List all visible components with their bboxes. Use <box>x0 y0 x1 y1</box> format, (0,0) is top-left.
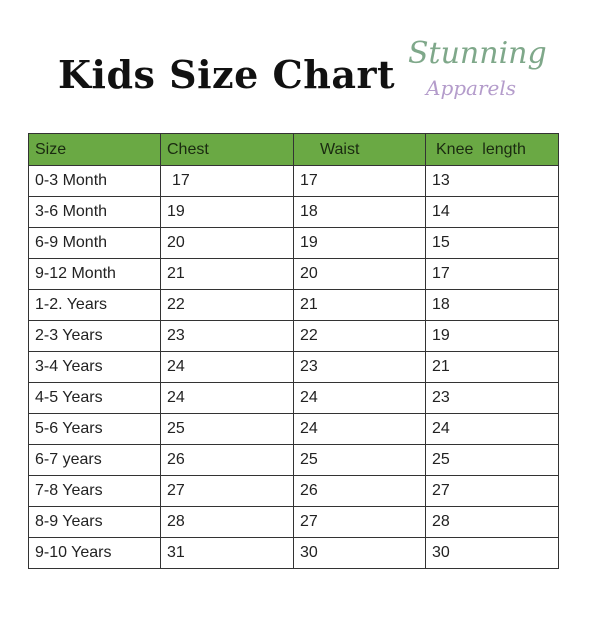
cell-chest: 19 <box>160 196 294 228</box>
table-header-row: Size Chest Waist Knee length <box>28 133 559 166</box>
cell-waist: 30 <box>293 537 426 569</box>
cell-knee-length: 27 <box>425 475 559 507</box>
cell-chest: 17 <box>160 165 294 197</box>
cell-chest: 23 <box>160 320 294 352</box>
brand-logo: Stunning Apparels <box>408 36 547 116</box>
cell-knee-length: 19 <box>425 320 559 352</box>
cell-chest: 27 <box>160 475 294 507</box>
table-row: 6-9 Month 20 19 15 <box>28 227 559 259</box>
cell-chest: 25 <box>160 413 294 445</box>
logo-line-2: Apparels <box>426 76 517 100</box>
cell-size: 7-8 Years <box>28 475 161 507</box>
cell-waist: 25 <box>293 444 426 476</box>
cell-waist: 24 <box>293 413 426 445</box>
cell-waist: 24 <box>293 382 426 414</box>
cell-size: 6-9 Month <box>28 227 161 259</box>
header-knee-length: Knee length <box>425 133 559 166</box>
cell-waist: 17 <box>293 165 426 197</box>
cell-chest: 24 <box>160 351 294 383</box>
cell-waist: 21 <box>293 289 426 321</box>
cell-chest: 20 <box>160 227 294 259</box>
cell-chest: 22 <box>160 289 294 321</box>
cell-chest: 31 <box>160 537 294 569</box>
table-row: 3-4 Years 24 23 21 <box>28 351 559 383</box>
header-waist: Waist <box>293 133 426 166</box>
cell-knee-length: 28 <box>425 506 559 538</box>
table-row: 2-3 Years 23 22 19 <box>28 320 559 352</box>
table-row: 3-6 Month 19 18 14 <box>28 196 559 228</box>
cell-size: 4-5 Years <box>28 382 161 414</box>
cell-chest: 24 <box>160 382 294 414</box>
cell-knee-length: 30 <box>425 537 559 569</box>
table-row: 8-9 Years 28 27 28 <box>28 506 559 538</box>
cell-knee-length: 13 <box>425 165 559 197</box>
cell-chest: 26 <box>160 444 294 476</box>
cell-size: 0-3 Month <box>28 165 161 197</box>
cell-size: 2-3 Years <box>28 320 161 352</box>
table-row: 1-2. Years 22 21 18 <box>28 289 559 321</box>
cell-size: 3-6 Month <box>28 196 161 228</box>
cell-size: 3-4 Years <box>28 351 161 383</box>
cell-knee-length: 21 <box>425 351 559 383</box>
cell-waist: 19 <box>293 227 426 259</box>
cell-knee-length: 18 <box>425 289 559 321</box>
table-row: 6-7 years 26 25 25 <box>28 444 559 476</box>
cell-knee-length: 24 <box>425 413 559 445</box>
cell-size: 1-2. Years <box>28 289 161 321</box>
table-row: 7-8 Years 27 26 27 <box>28 475 559 507</box>
table-row: 4-5 Years 24 24 23 <box>28 382 559 414</box>
cell-size: 9-12 Month <box>28 258 161 290</box>
table-row: 0-3 Month 17 17 13 <box>28 165 559 197</box>
logo-line-1: Stunning <box>408 36 547 71</box>
cell-knee-length: 14 <box>425 196 559 228</box>
table-row: 5-6 Years 25 24 24 <box>28 413 559 445</box>
cell-size: 5-6 Years <box>28 413 161 445</box>
header-chest: Chest <box>160 133 294 166</box>
cell-knee-length: 17 <box>425 258 559 290</box>
cell-waist: 26 <box>293 475 426 507</box>
cell-knee-length: 25 <box>425 444 559 476</box>
cell-size: 8-9 Years <box>28 506 161 538</box>
page-title: Kids Size Chart <box>58 52 396 97</box>
cell-chest: 21 <box>160 258 294 290</box>
cell-waist: 20 <box>293 258 426 290</box>
cell-knee-length: 23 <box>425 382 559 414</box>
header-size: Size <box>28 133 161 166</box>
table-row: 9-12 Month 21 20 17 <box>28 258 559 290</box>
size-chart-table: Size Chest Waist Knee length 0-3 Month 17… <box>28 133 559 569</box>
cell-waist: 18 <box>293 196 426 228</box>
cell-size: 9-10 Years <box>28 537 161 569</box>
cell-waist: 27 <box>293 506 426 538</box>
cell-knee-length: 15 <box>425 227 559 259</box>
cell-waist: 22 <box>293 320 426 352</box>
table-row: 9-10 Years 31 30 30 <box>28 537 559 569</box>
cell-waist: 23 <box>293 351 426 383</box>
cell-chest: 28 <box>160 506 294 538</box>
cell-size: 6-7 years <box>28 444 161 476</box>
